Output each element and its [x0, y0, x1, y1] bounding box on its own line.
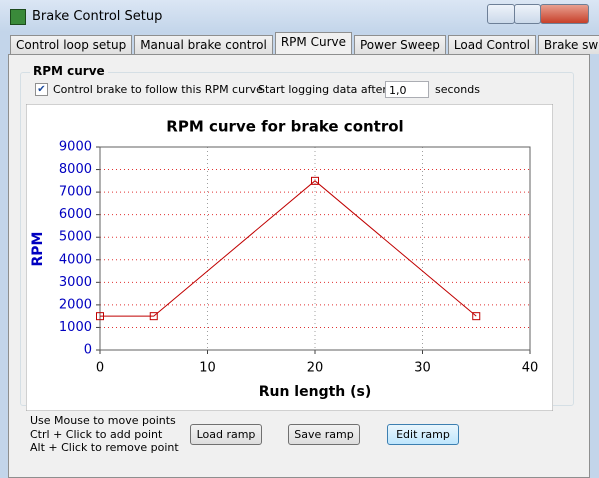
logging-unit: seconds: [435, 83, 480, 96]
help-line: Use Mouse to move points: [30, 414, 176, 427]
button[interactable]: Save ramp: [288, 424, 360, 445]
chart-background: [26, 104, 553, 411]
x-tick-label: 0: [96, 361, 104, 376]
data-point: [311, 176, 319, 185]
x-tick-label: 10: [199, 361, 216, 376]
window-title: Brake Control Setup: [32, 9, 163, 24]
chart-title: RPM curve for brake control: [166, 118, 403, 136]
y-tick-label: 1000: [59, 320, 92, 335]
maximize-button[interactable]: [514, 4, 541, 24]
y-tick-label: 2000: [59, 297, 92, 312]
group-title: RPM curve: [30, 64, 108, 78]
button[interactable]: Load ramp: [190, 424, 262, 445]
plot-frame: [99, 146, 531, 351]
tab[interactable]: Control loop setup: [10, 35, 133, 54]
y-tick-label: 9000: [59, 140, 92, 155]
tab[interactable]: Brake sweep: [537, 35, 599, 54]
x-tick-label: 30: [414, 361, 431, 376]
x-tick-label: 20: [307, 361, 324, 376]
tab[interactable]: Load Control: [447, 35, 536, 54]
data-line: [100, 180, 477, 317]
y-tick-label: 4000: [59, 252, 92, 267]
help-line: Ctrl + Click to add point: [30, 427, 163, 441]
button[interactable]: Edit ramp: [387, 424, 459, 445]
y-tick-label: 8000: [59, 162, 92, 177]
y-tick-label: 3000: [59, 275, 92, 290]
tab[interactable]: RPM Curve: [274, 32, 352, 54]
y-tick-label: 7000: [59, 185, 92, 200]
app-icon: [10, 9, 26, 25]
x-tick-label: 40: [522, 361, 539, 376]
x-axis-label: Run length (s): [259, 384, 372, 400]
logging-label: Start logging data after:: [258, 83, 391, 96]
y-tick-label: 5000: [59, 230, 92, 245]
data-point: [472, 312, 481, 321]
data-point: [149, 312, 158, 321]
minimize-button[interactable]: [487, 4, 515, 24]
y-tick-label: 6000: [59, 207, 92, 222]
logging-spinbox[interactable]: 1,0: [385, 81, 429, 98]
data-point: [96, 312, 104, 321]
checkbox-label[interactable]: Control brake to follow this RPM curve: [53, 83, 263, 96]
close-button[interactable]: [540, 4, 589, 24]
tab[interactable]: Manual brake control: [134, 35, 273, 54]
chart: RPM curve for brake control Run length (…: [26, 104, 553, 411]
y-tick-label: 0: [84, 343, 92, 358]
y-axis-label: RPM: [30, 232, 46, 267]
checkbox[interactable]: ✔: [35, 83, 48, 96]
title-bar: Brake Control Setup: [0, 0, 599, 32]
help-line: Alt + Click to remove point: [30, 441, 179, 454]
tab-strip: Control loop setup Manual brake control RP…: [10, 32, 599, 54]
tab[interactable]: Power Sweep: [354, 35, 446, 54]
